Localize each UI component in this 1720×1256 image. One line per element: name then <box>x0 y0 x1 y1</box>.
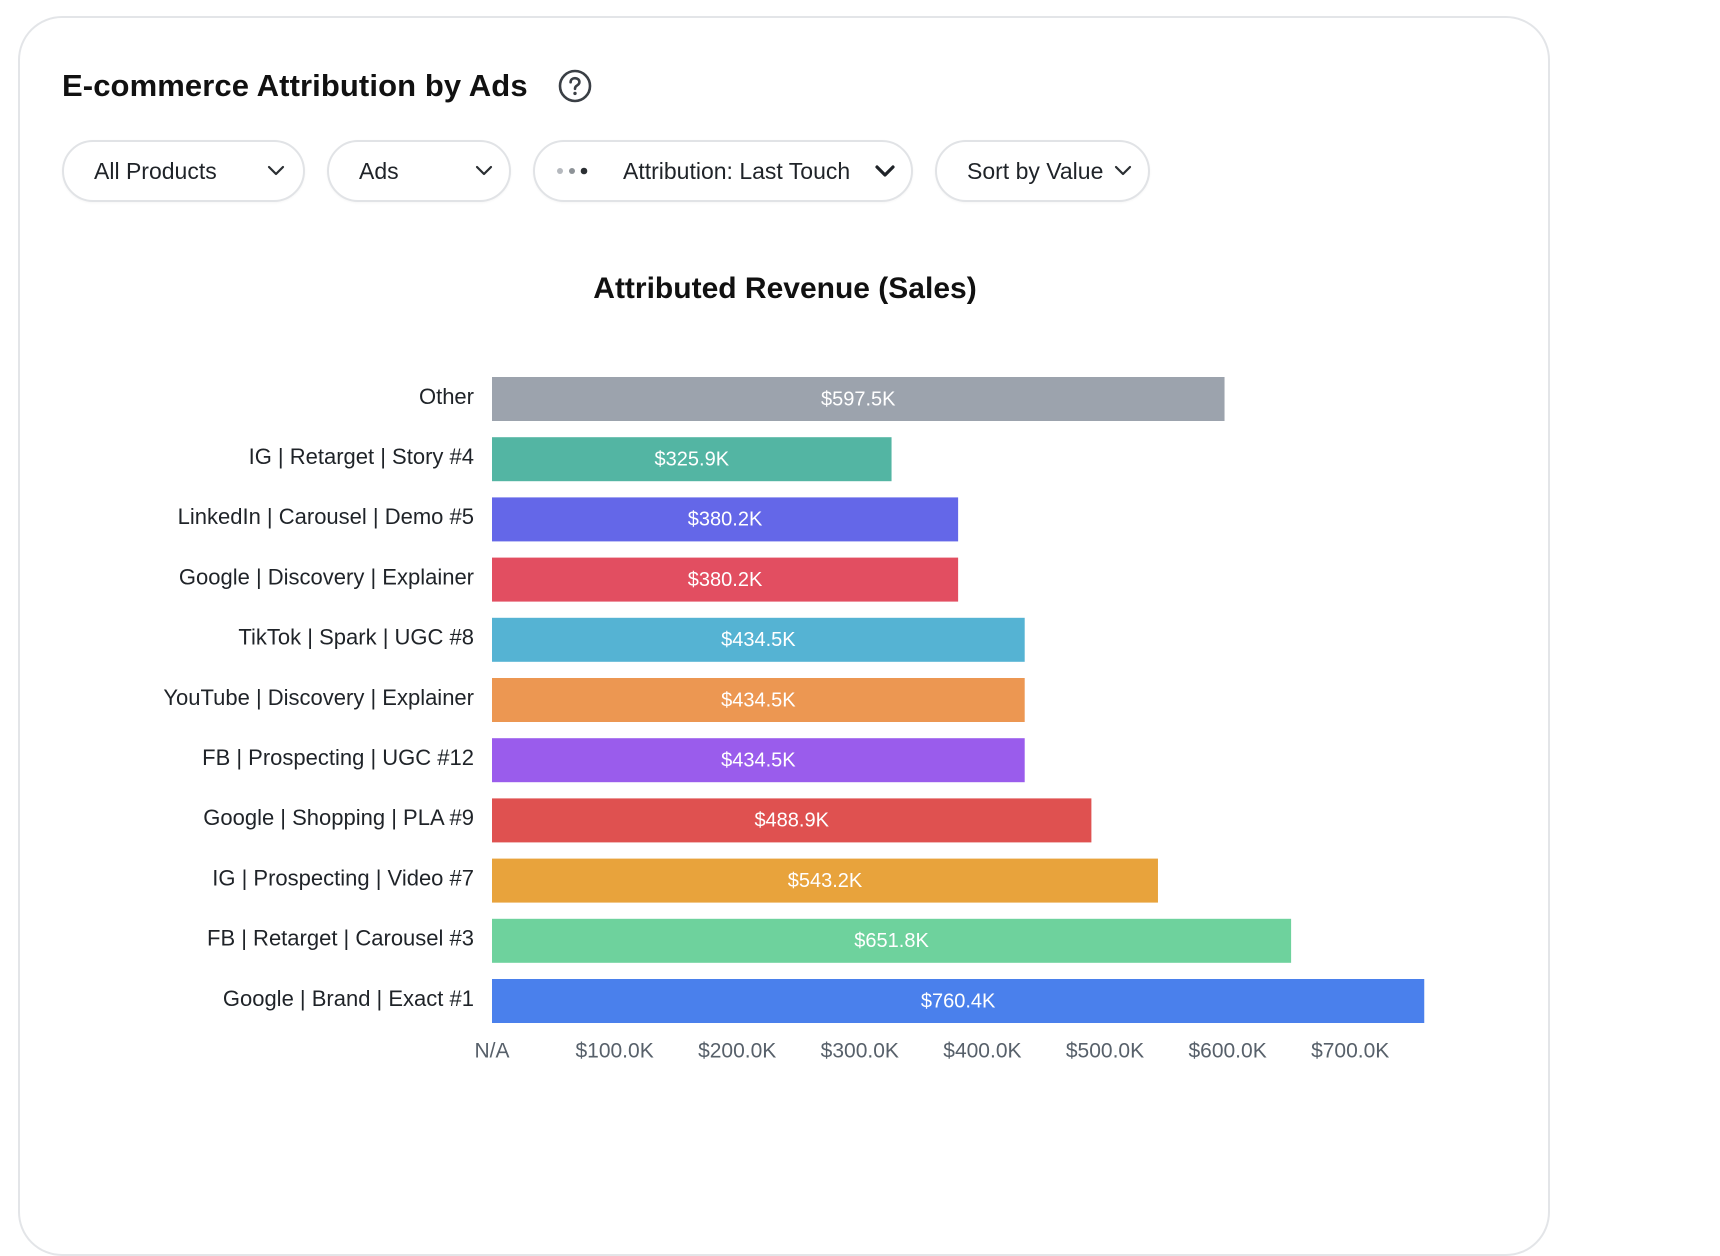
bar-tiktok-spark-ugc-8[interactable] <box>492 617 1025 662</box>
data-label: $651.8K <box>854 930 929 952</box>
category-label: Google | Discovery | Explainer <box>179 564 474 589</box>
x-tick-label: $600.0K <box>1188 1040 1266 1063</box>
data-label: $434.5K <box>721 749 796 771</box>
data-label: $488.9K <box>754 810 829 832</box>
x-tick-label: $100.0K <box>575 1040 653 1063</box>
category-label: FB | Retarget | Carousel #3 <box>207 926 474 951</box>
x-tick-label: $400.0K <box>943 1040 1021 1063</box>
category-label: FB | Prospecting | UGC #12 <box>202 745 474 770</box>
bar-fb-retarget-carousel-3[interactable] <box>492 918 1292 963</box>
category-label: LinkedIn | Carousel | Demo #5 <box>178 504 474 529</box>
category-label: YouTube | Discovery | Explainer <box>163 685 474 710</box>
sort-dropdown[interactable]: Sort by Value <box>935 140 1150 202</box>
dots-icon <box>557 167 588 175</box>
question-circle-icon[interactable] <box>558 69 592 103</box>
level-dropdown-label: Ads <box>359 157 399 184</box>
page-title: E-commerce Attribution by Ads <box>62 68 528 103</box>
bar-fb-prospecting-ugc-12[interactable] <box>492 738 1025 783</box>
data-label: $434.5K <box>721 689 796 711</box>
attribution-dropdown-label: Attribution: Last Touch <box>623 157 851 184</box>
chevron-down-icon <box>475 165 493 176</box>
category-label: Other <box>419 384 474 409</box>
category-label: IG | Prospecting | Video #7 <box>212 865 474 890</box>
x-tick-label: N/A <box>474 1040 509 1063</box>
bar-other[interactable] <box>492 377 1225 421</box>
sort-dropdown-label: Sort by Value <box>967 157 1104 184</box>
x-tick-label: $700.0K <box>1311 1040 1389 1063</box>
chevron-down-icon <box>267 165 285 176</box>
products-dropdown-label: All Products <box>94 157 217 184</box>
data-label: $380.2K <box>688 509 763 531</box>
attribution-dropdown[interactable]: Attribution: Last Touch <box>533 140 913 202</box>
category-label: Google | Shopping | PLA #9 <box>203 805 474 830</box>
bar-ig-retarget-story-4[interactable] <box>492 437 892 482</box>
products-dropdown[interactable]: All Products <box>62 140 305 202</box>
x-tick-label: $300.0K <box>821 1040 899 1063</box>
bar-google-shopping-pla-9[interactable] <box>492 798 1092 843</box>
bar-chart: Other $597.5K IG | Retarget | Story #4 $325… <box>163 377 1425 1063</box>
bar-ig-prospecting-video-7[interactable] <box>492 858 1158 903</box>
data-label: $325.9K <box>655 448 730 470</box>
category-label: TikTok | Spark | UGC #8 <box>238 625 474 650</box>
chevron-down-icon <box>1114 165 1132 176</box>
level-dropdown[interactable]: Ads <box>327 140 511 202</box>
category-label: IG | Retarget | Story #4 <box>249 444 474 469</box>
x-tick-label: $200.0K <box>698 1040 776 1063</box>
bar-google-discovery-explainer[interactable] <box>492 557 959 602</box>
bar-google-brand-exact-1[interactable] <box>492 979 1425 1023</box>
data-label: $434.5K <box>721 629 796 651</box>
data-label: $380.2K <box>688 569 763 591</box>
data-label: $760.4K <box>921 990 996 1012</box>
chart-title: Attributed Revenue (Sales) <box>593 272 977 305</box>
data-label: $597.5K <box>821 388 896 410</box>
category-label: Google | Brand | Exact #1 <box>223 986 474 1011</box>
bar-linkedin-carousel-demo-5[interactable] <box>492 497 959 542</box>
chevron-down-icon <box>875 164 895 177</box>
data-label: $543.2K <box>788 870 863 892</box>
bar-youtube-discovery-explainer[interactable] <box>492 678 1025 722</box>
x-tick-label: $500.0K <box>1066 1040 1144 1063</box>
header: E-commerce Attribution by Ads <box>62 66 592 106</box>
